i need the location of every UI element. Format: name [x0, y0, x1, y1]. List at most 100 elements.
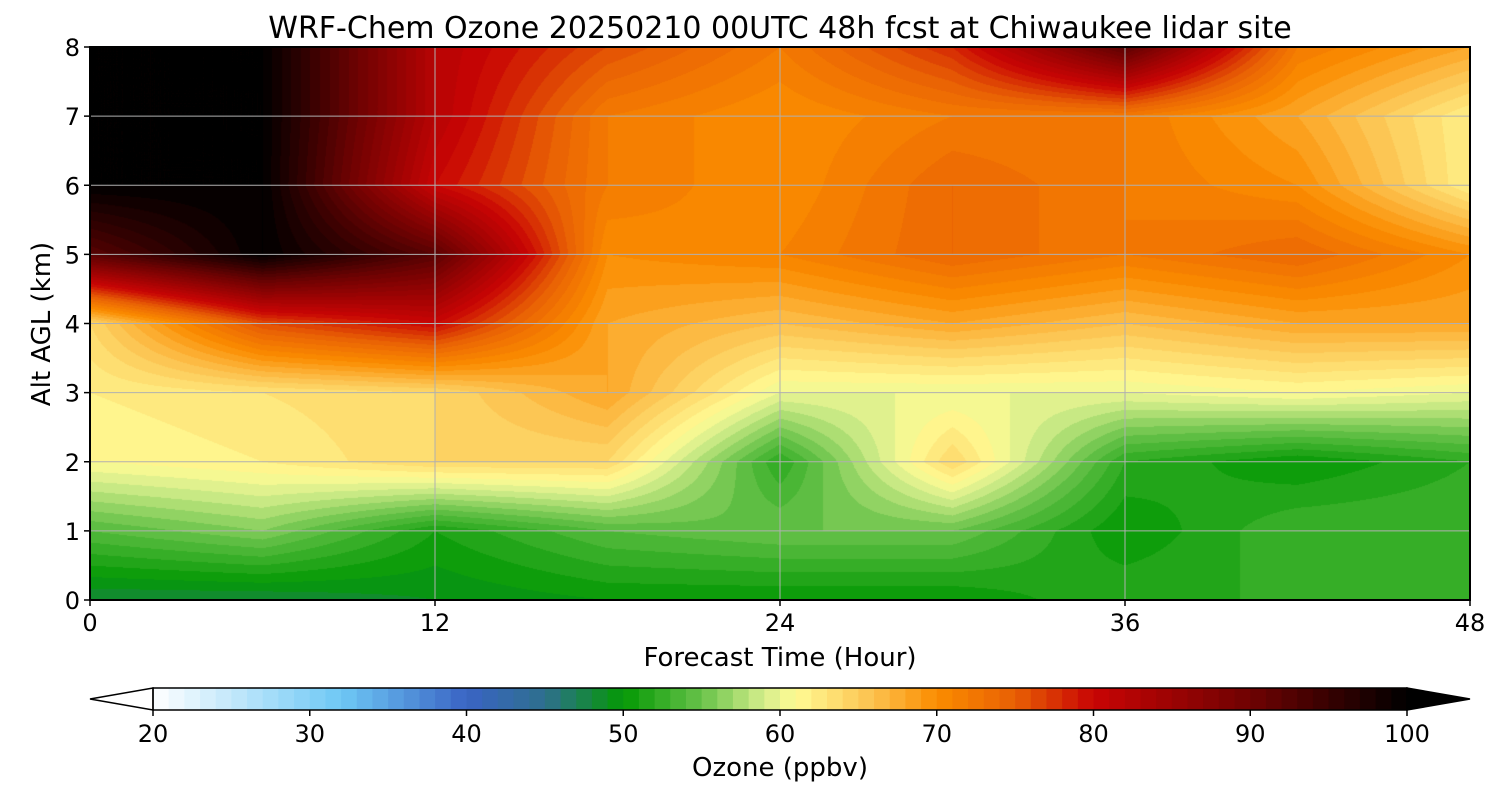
colorbar-segment — [168, 688, 185, 710]
x-axis-label: Forecast Time (Hour) — [643, 643, 916, 673]
x-tick-label: 12 — [420, 609, 451, 637]
colorbar-segment — [1030, 688, 1048, 710]
colorbar-tick-label: 50 — [608, 720, 639, 748]
colorbar-tick-label: 20 — [138, 720, 169, 748]
colorbar-segment — [1062, 688, 1079, 710]
colorbar-segment — [325, 688, 342, 710]
colorbar-segment — [294, 688, 311, 710]
colorbar-segment — [450, 688, 468, 710]
colorbar-segment — [1234, 688, 1251, 710]
y-tick-label: 7 — [65, 103, 80, 131]
colorbar-segment — [654, 688, 671, 710]
colorbar-segment — [215, 688, 232, 710]
colorbar-segment — [701, 688, 718, 710]
colorbar-segment — [936, 688, 954, 710]
colorbar-segment — [466, 688, 483, 710]
colorbar-segment — [795, 688, 812, 710]
y-tick-label: 0 — [65, 587, 80, 615]
colorbar-segment — [858, 688, 875, 710]
colorbar-tick-label: 100 — [1384, 720, 1430, 748]
colorbar-segment — [497, 688, 515, 710]
colorbar-segment — [1391, 688, 1408, 710]
colorbar-segment — [999, 688, 1016, 710]
y-tick-label: 5 — [65, 241, 80, 269]
colorbar-segment — [607, 688, 624, 710]
chart-title: WRF-Chem Ozone 20250210 00UTC 48h fcst a… — [268, 11, 1291, 46]
y-axis: 0 1 2 3 4 5 6 7 8 — [65, 34, 90, 615]
colorbar-segment — [905, 688, 922, 710]
colorbar-segment — [341, 688, 358, 710]
y-tick-label: 3 — [65, 380, 80, 408]
colorbar-segment — [1015, 688, 1032, 710]
colorbar-segment — [1077, 688, 1095, 710]
colorbar-tick-label: 40 — [451, 720, 482, 748]
colorbar-segment — [153, 688, 170, 710]
colorbar-segment — [309, 688, 327, 710]
colorbar-segment — [685, 688, 703, 710]
colorbar-tick-label: 80 — [1078, 720, 1109, 748]
colorbar-segment — [262, 688, 279, 710]
colorbar: 20 30 40 50 60 70 80 90 100 Ozone (ppbv) — [89, 687, 1471, 783]
colorbar-segment — [983, 688, 1001, 710]
colorbar-segment — [764, 688, 781, 710]
colorbar-segment — [811, 688, 828, 710]
x-axis: 0 12 24 36 48 — [82, 600, 1485, 637]
colorbar-segment — [748, 688, 765, 710]
colorbar-segment — [968, 688, 985, 710]
colorbar-segment — [1156, 688, 1173, 710]
y-tick-label: 4 — [65, 311, 80, 339]
colorbar-segment — [1203, 688, 1220, 710]
colorbar-segment — [1375, 688, 1392, 710]
colorbar-segment — [247, 688, 264, 710]
colorbar-segment — [591, 688, 609, 710]
colorbar-label: Ozone (ppbv) — [692, 753, 868, 783]
colorbar-segment — [780, 688, 797, 710]
colorbar-segment — [482, 688, 499, 710]
colorbar-extend-high — [1406, 687, 1471, 711]
colorbar-segment — [231, 688, 248, 710]
colorbar-segment — [952, 688, 969, 710]
colorbar-segment — [638, 688, 656, 710]
x-tick-label: 36 — [1110, 609, 1141, 637]
colorbar-segment — [184, 688, 201, 710]
x-tick-label: 24 — [765, 609, 796, 637]
colorbar-segment — [1171, 688, 1189, 710]
colorbar-segment — [1281, 688, 1298, 710]
colorbar-segment — [403, 688, 421, 710]
colorbar-segment — [1359, 688, 1377, 710]
colorbar-segment — [1297, 688, 1314, 710]
colorbar-segment — [1109, 688, 1126, 710]
colorbar-segment — [419, 688, 436, 710]
colorbar-segment — [670, 688, 687, 710]
x-tick-label: 0 — [82, 609, 97, 637]
colorbar-segment — [576, 688, 593, 710]
colorbar-segment — [874, 688, 891, 710]
colorbar-tick-label: 60 — [765, 720, 796, 748]
colorbar-segment — [732, 688, 750, 710]
colorbar-segment — [1140, 688, 1157, 710]
colorbar-segment — [372, 688, 389, 710]
colorbar-segment — [1124, 688, 1142, 710]
colorbar-segment — [356, 688, 374, 710]
colorbar-segment — [278, 688, 295, 710]
colorbar-segment — [889, 688, 906, 710]
y-tick-label: 6 — [65, 172, 80, 200]
colorbar-segment — [1187, 688, 1204, 710]
colorbar-segment — [435, 688, 452, 710]
y-tick-label: 2 — [65, 449, 80, 477]
colorbar-segment — [1046, 688, 1063, 710]
x-tick-label: 48 — [1455, 609, 1486, 637]
colorbar-segment — [717, 688, 734, 710]
colorbar-segment — [1218, 688, 1236, 710]
colorbar-segment — [842, 688, 859, 710]
y-axis-label: Alt AGL (km) — [27, 242, 57, 406]
colorbar-tick-label: 70 — [921, 720, 952, 748]
y-tick-label: 8 — [65, 34, 80, 62]
colorbar-tick-label: 30 — [294, 720, 325, 748]
colorbar-segment — [921, 688, 938, 710]
colorbar-segment — [827, 688, 844, 710]
colorbar-segment — [388, 688, 405, 710]
colorbar-segments — [153, 688, 1408, 710]
colorbar-segment — [513, 688, 530, 710]
